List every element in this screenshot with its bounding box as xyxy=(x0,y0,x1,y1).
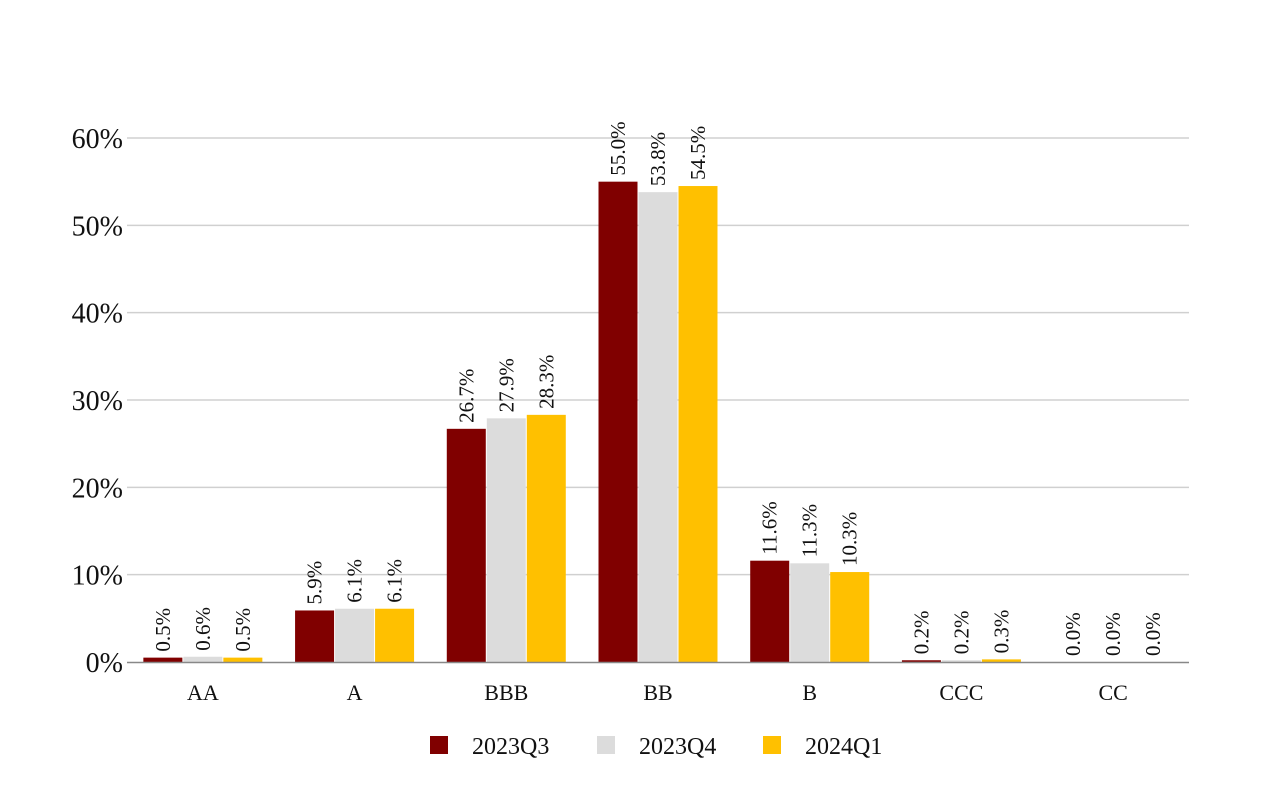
bar-A-2023Q4 xyxy=(335,608,375,662)
x-axis-tick-labels: AA A BBB BB B CCC CC xyxy=(187,680,1128,705)
legend-label: 2024Q1 xyxy=(805,734,882,760)
bar-A-2023Q3 xyxy=(295,610,335,662)
bar-B-2023Q4 xyxy=(790,563,830,662)
y-tick-label: 10% xyxy=(72,561,123,592)
data-label: 0.2% xyxy=(909,611,933,655)
data-label: 11.6% xyxy=(758,501,782,554)
data-label: 11.3% xyxy=(798,504,822,557)
x-tick-label: AA xyxy=(187,680,219,705)
bar-B-2023Q3 xyxy=(750,560,790,662)
x-tick-label: BB xyxy=(643,680,672,705)
data-label: 0.6% xyxy=(191,607,215,651)
data-label: 0.3% xyxy=(989,610,1013,654)
data-label: 10.3% xyxy=(838,512,862,566)
y-axis-tick-labels: 0% 10% 20% 30% 40% 50% 60% xyxy=(72,124,123,679)
data-label: 0.0% xyxy=(1141,612,1165,656)
data-label: 0.0% xyxy=(1101,612,1125,656)
legend-swatch-2023Q3 xyxy=(430,736,448,754)
legend-swatch-2024Q1 xyxy=(763,736,781,754)
x-tick-label: CC xyxy=(1098,680,1127,705)
bar-BB-2024Q1 xyxy=(678,186,718,663)
bar-BBB-2024Q1 xyxy=(526,414,566,662)
y-tick-label: 20% xyxy=(72,473,123,504)
data-label: 0.5% xyxy=(231,608,255,652)
y-tick-label: 60% xyxy=(72,124,123,155)
bar-AA-2023Q3 xyxy=(143,657,183,662)
bar-AA-2023Q4 xyxy=(183,656,223,662)
x-tick-label: B xyxy=(802,680,817,705)
data-label: 0.2% xyxy=(949,611,973,655)
bar-BB-2023Q3 xyxy=(598,181,638,662)
bar-BBB-2023Q3 xyxy=(446,428,486,662)
y-tick-label: 50% xyxy=(72,211,123,242)
y-tick-label: 0% xyxy=(86,648,123,679)
data-label: 55.0% xyxy=(606,121,630,175)
legend: 2023Q3 2023Q4 2024Q1 xyxy=(430,734,882,760)
bar-CCC-2023Q3 xyxy=(901,660,941,662)
y-tick-label: 30% xyxy=(72,386,123,417)
bars xyxy=(143,181,1021,663)
x-tick-label: A xyxy=(347,680,363,705)
bar-AA-2024Q1 xyxy=(223,657,263,662)
bar-BB-2023Q4 xyxy=(638,192,678,662)
data-label: 53.8% xyxy=(646,132,670,186)
data-label: 6.1% xyxy=(343,559,367,603)
data-label: 28.3% xyxy=(534,355,558,409)
data-label: 26.7% xyxy=(454,369,478,423)
bar-A-2024Q1 xyxy=(375,608,415,662)
legend-label: 2023Q3 xyxy=(472,734,549,760)
bar-CCC-2024Q1 xyxy=(981,659,1021,662)
x-tick-label: BBB xyxy=(484,680,528,705)
y-tick-label: 40% xyxy=(72,299,123,330)
bar-CCC-2023Q4 xyxy=(941,660,981,662)
legend-swatch-2023Q4 xyxy=(597,736,615,754)
data-label: 5.9% xyxy=(303,561,327,605)
x-tick-label: CCC xyxy=(939,680,983,705)
data-labels: 0.5% 0.6% 0.5% 5.9% 6.1% 6.1% 26.7% 27.9% 28.3% 5… xyxy=(151,121,1165,656)
data-label: 0.5% xyxy=(151,608,175,652)
bar-BBB-2023Q4 xyxy=(486,418,526,662)
bar-B-2024Q1 xyxy=(830,572,870,662)
data-label: 6.1% xyxy=(383,559,407,603)
legend-label: 2023Q4 xyxy=(639,734,716,760)
data-label: 27.9% xyxy=(494,358,518,412)
data-label: 54.5% xyxy=(686,126,710,180)
data-label: 0.0% xyxy=(1061,612,1085,656)
